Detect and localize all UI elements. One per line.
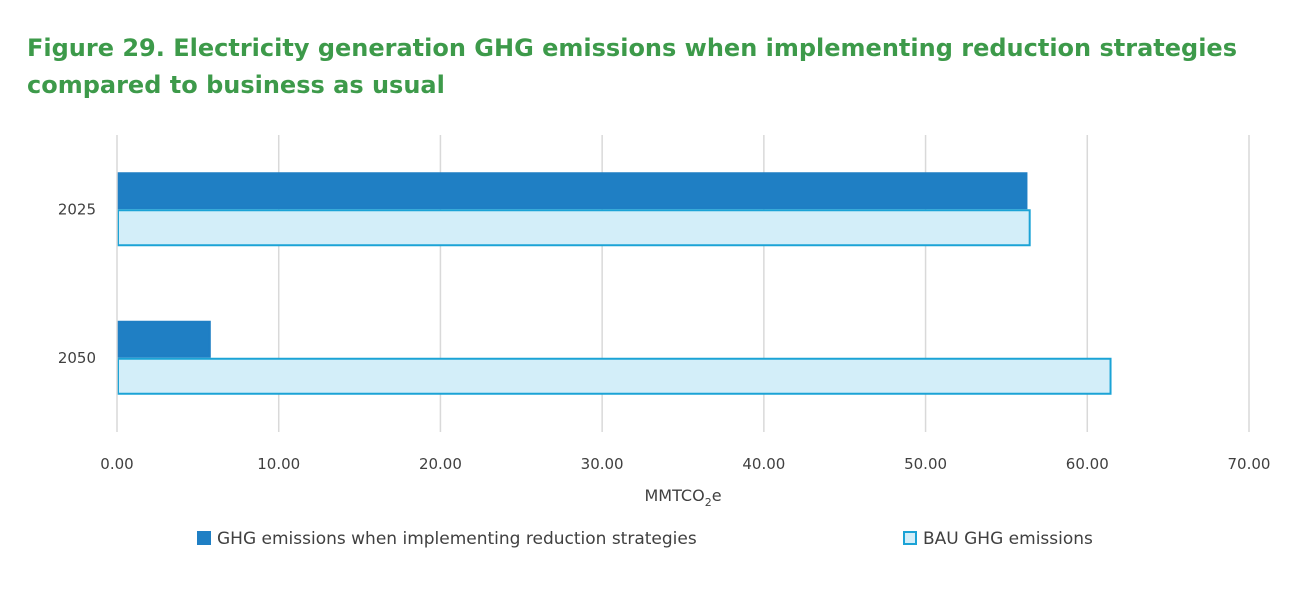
legend-swatch [903,531,917,545]
bar-2050-series-2 [117,357,1112,395]
bar-2050-series-1 [117,320,211,358]
x-tick-label: 70.00 [1228,455,1271,473]
x-tick-label: 20.00 [419,455,462,473]
bar-2025-series-2 [117,209,1031,247]
x-tick-label: 10.00 [257,455,300,473]
x-tick-label: 40.00 [742,455,785,473]
x-axis-title: MMTCO2e [644,486,721,509]
bar-2025-series-1 [117,172,1028,210]
x-tick-label: 30.00 [581,455,624,473]
x-tick-label: 60.00 [1066,455,1109,473]
x-tick-label: 0.00 [100,455,133,473]
axes: 0.00 10.00 20.00 30.00 40.00 50.00 60.00 70.00 2… [58,135,1271,473]
bars [117,172,1112,395]
legend-label: BAU GHG emissions [923,529,1093,549]
legend-label: GHG emissions when implementing reductio… [217,529,697,549]
y-tick-label: 2050 [58,349,96,367]
legend-swatch [197,531,211,545]
chart-title: Figure 29. Electricity generation GHG em… [27,34,1237,99]
legend: GHG emissions when implementing reductio… [197,529,1093,549]
x-tick-label: 50.00 [904,455,947,473]
y-tick-label: 2025 [58,200,96,218]
